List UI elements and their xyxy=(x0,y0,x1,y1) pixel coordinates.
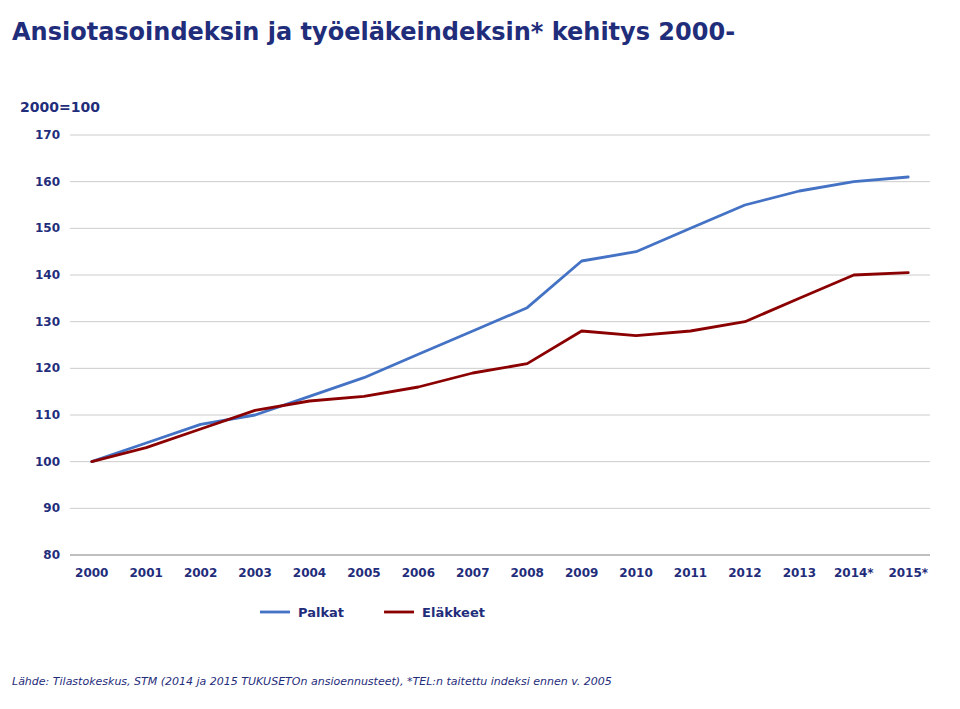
lines xyxy=(92,177,908,462)
y-tick-label: 90 xyxy=(43,501,60,515)
title: Ansiotasoindeksin ja työeläkeindeksin* k… xyxy=(12,18,735,46)
grid-line xyxy=(70,415,930,416)
legend: Palkat Eläkkeet xyxy=(260,605,485,620)
grid xyxy=(70,135,930,555)
series-line xyxy=(92,273,908,462)
legend-label: Eläkkeet xyxy=(422,605,485,620)
grid-line xyxy=(70,275,930,276)
chart-container: Ansiotasoindeksin ja työeläkeindeksin* k… xyxy=(0,0,960,709)
series-line xyxy=(92,177,908,462)
grid-line xyxy=(70,181,930,182)
x-tick-label: 2009 xyxy=(565,566,598,580)
grid-line xyxy=(70,461,930,462)
x-tick-label: 2015* xyxy=(888,566,928,580)
x-tick-label: 2010 xyxy=(619,566,652,580)
chart: Ansiotasoindeksin ja työeläkeindeksin* k… xyxy=(0,0,960,709)
x-tick-label: 2000 xyxy=(75,566,108,580)
x-tick-label: 2007 xyxy=(456,566,489,580)
x-tick-label: 2012 xyxy=(728,566,761,580)
legend-swatch xyxy=(384,611,414,614)
x-tick-label: 2003 xyxy=(238,566,271,580)
x-tick-label: 2001 xyxy=(129,566,162,580)
y-tick-label: 170 xyxy=(35,128,60,142)
x-tick-label: 2004 xyxy=(293,566,326,580)
annotation: Lähde: Tilastokeskus, STM (2014 ja 2015 … xyxy=(12,675,612,688)
legend-label: Palkat xyxy=(298,605,344,620)
grid-line xyxy=(70,321,930,322)
x-tick-label: 2013 xyxy=(783,566,816,580)
x-tick-label: 2002 xyxy=(184,566,217,580)
x-tick-label: 2014* xyxy=(834,566,874,580)
legend-swatch xyxy=(260,611,290,614)
y-tick-label: 120 xyxy=(35,361,60,375)
grid-line xyxy=(70,228,930,229)
x-tick-label: 2005 xyxy=(347,566,380,580)
x-tick-label: 2006 xyxy=(402,566,435,580)
y-tick-label: 110 xyxy=(35,408,60,422)
x-axis-line xyxy=(70,555,930,556)
y-tick-label: 80 xyxy=(43,548,60,562)
x-tick-label: 2008 xyxy=(511,566,544,580)
y-tick-label: 130 xyxy=(35,315,60,329)
grid-line xyxy=(70,555,930,556)
subtitle: 2000=100 xyxy=(20,99,100,115)
y-tick-label: 160 xyxy=(35,175,60,189)
y-tick-label: 150 xyxy=(35,221,60,235)
grid-line xyxy=(70,135,930,136)
grid-line xyxy=(70,508,930,509)
y-tick-label: 100 xyxy=(35,455,60,469)
x-tick-label: 2011 xyxy=(674,566,707,580)
y-tick-label: 140 xyxy=(35,268,60,282)
